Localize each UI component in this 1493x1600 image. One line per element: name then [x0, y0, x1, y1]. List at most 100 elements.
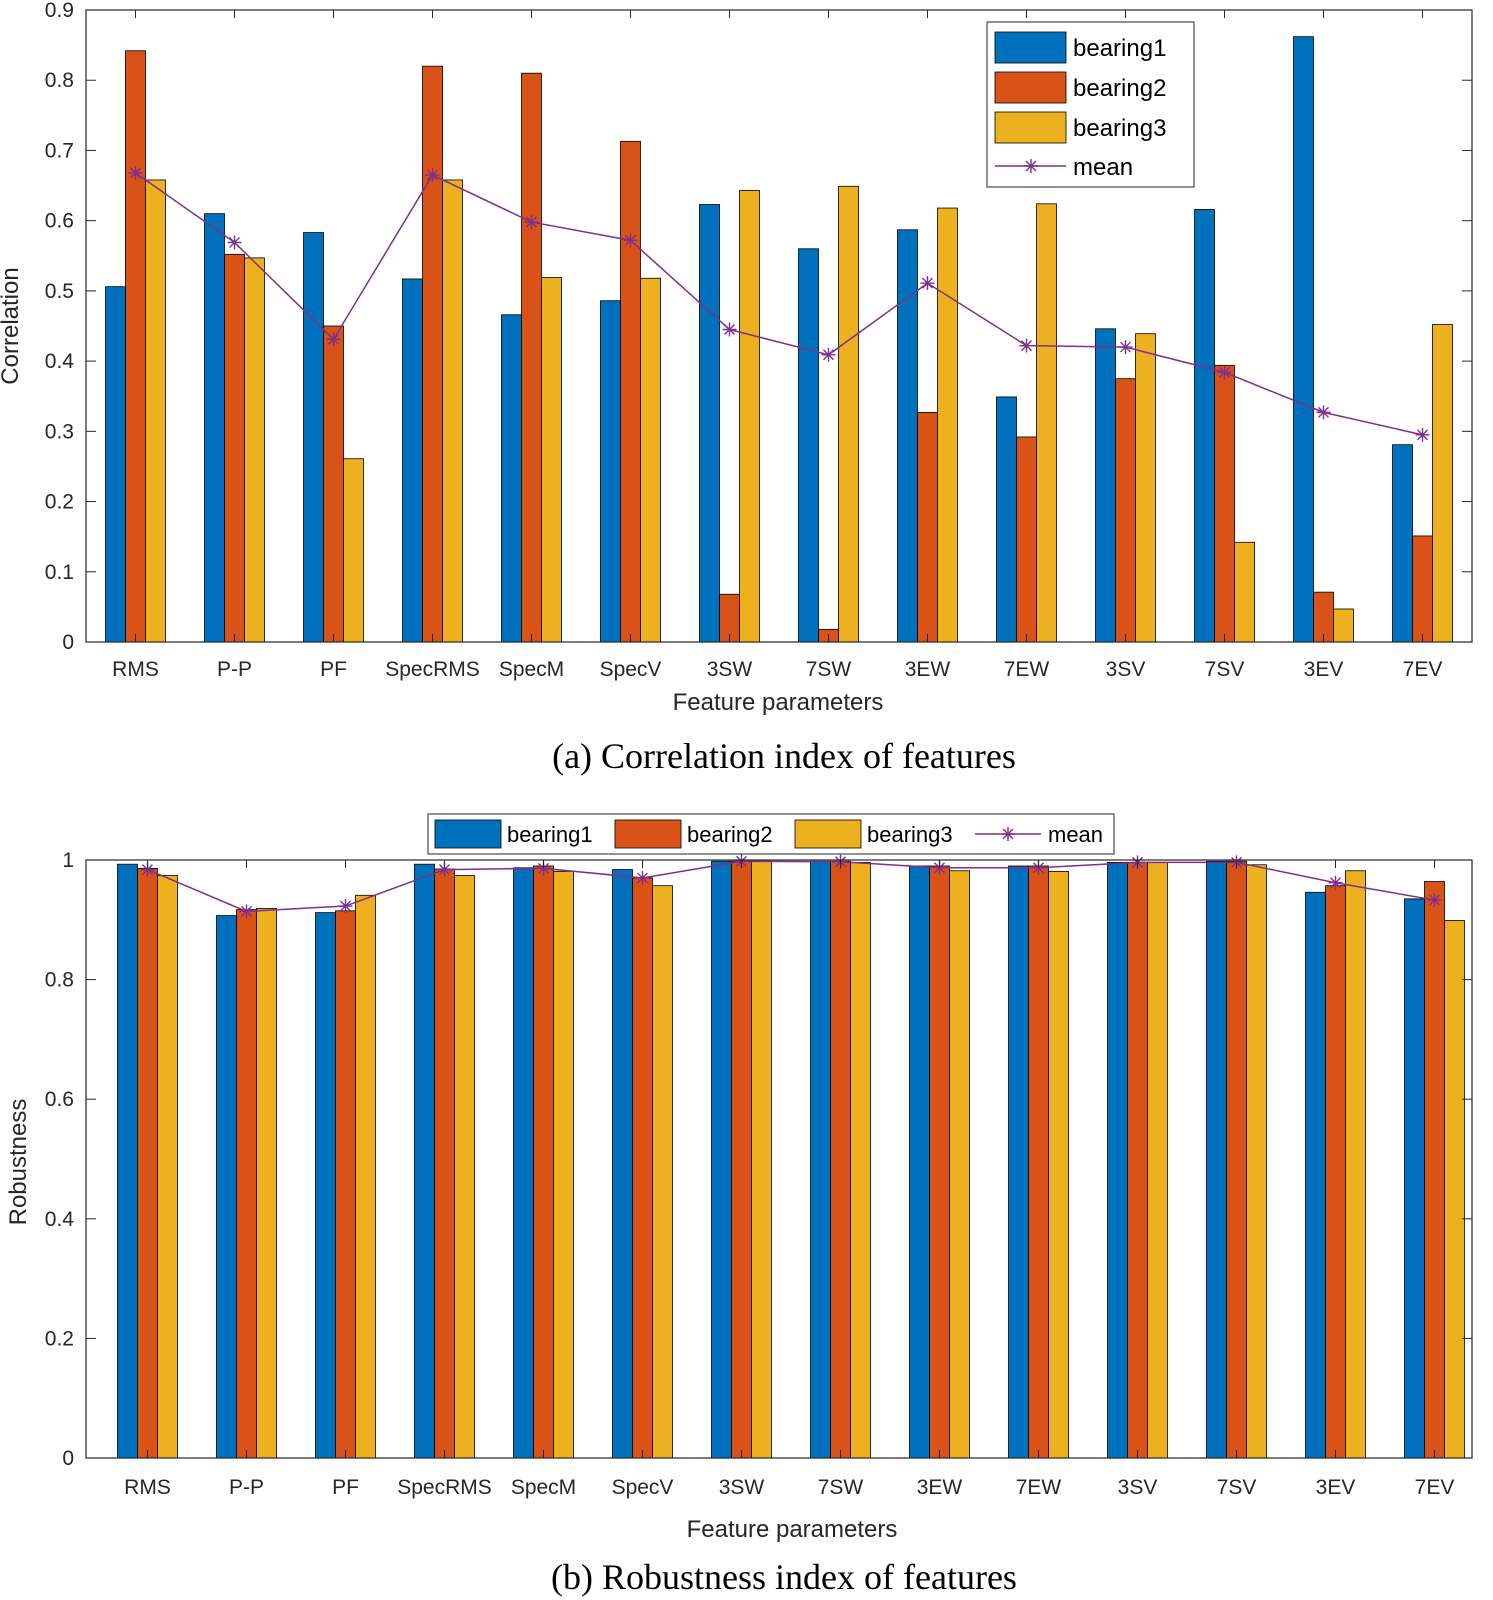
- y-tick-label: 0.6: [45, 1088, 74, 1111]
- bar-bearing2-3EW: [917, 411, 938, 643]
- x-tick-label: SpecRMS: [385, 658, 480, 681]
- bar-bearing2-PF: [323, 325, 344, 643]
- x-tick-label: 3SW: [719, 1476, 765, 1499]
- plot-area: [86, 10, 1472, 642]
- x-tick-label: 7SV: [1217, 1476, 1257, 1499]
- bar-bearing3-P-P: [256, 908, 277, 1459]
- legend-label-bearing2: bearing2: [1073, 75, 1166, 102]
- bar-bearing1-PF: [303, 232, 324, 643]
- bar-bearing1-3SV: [1107, 861, 1128, 1459]
- mean-line: [135, 172, 1423, 436]
- legend-label-mean: mean: [1073, 154, 1133, 181]
- legend-label-bearing1: bearing1: [1073, 35, 1166, 62]
- axes-box: [85, 859, 1473, 1459]
- bar-bearing3-7SW: [838, 185, 859, 643]
- x-tick-label: 7SV: [1205, 658, 1245, 681]
- bar-bearing2-3SV: [1115, 378, 1136, 643]
- axes-box: [85, 9, 1473, 643]
- x-tick-label: SpecM: [511, 1476, 576, 1499]
- x-tick-label: 7EW: [1004, 658, 1050, 681]
- legend-label-bearing3: bearing3: [867, 822, 953, 847]
- bar-bearing3-7EV: [1432, 324, 1453, 643]
- y-axis: 0 0.2 0.4 0.6 0.8 1: [45, 849, 1472, 1470]
- x-tick-label: 3EV: [1304, 658, 1344, 681]
- bar-bearing3-PF: [355, 894, 376, 1459]
- caption-a: (a) Correlation index of features: [552, 736, 1016, 776]
- bar-bearing3-SpecV: [640, 277, 661, 643]
- y-tick-label: 0: [62, 1447, 74, 1470]
- legend-swatch-bearing3: [794, 819, 862, 849]
- bar-bearing3-3EW: [949, 870, 970, 1459]
- legend-label-bearing1: bearing1: [507, 822, 593, 847]
- x-tick-label: SpecV: [612, 1476, 674, 1499]
- mean-marker-SpecM: [524, 215, 539, 230]
- y-axis-title: Robustness: [5, 1099, 32, 1226]
- mean-marker-3SV: [1118, 340, 1133, 355]
- mean-marker-SpecV: [623, 233, 638, 248]
- bar-bearing1-7SW: [810, 860, 831, 1459]
- x-tick-label: SpecV: [600, 658, 662, 681]
- bar-bearing3-P-P: [244, 257, 265, 643]
- bar-bearing2-SpecM: [521, 72, 542, 643]
- bar-group: [105, 36, 1453, 643]
- bar-bearing3-3EV: [1333, 608, 1354, 643]
- legend-swatch-bearing2: [994, 71, 1067, 104]
- bar-bearing1-7SV: [1206, 860, 1227, 1459]
- x-tick-label: 3EW: [917, 1476, 963, 1499]
- bar-bearing3-SpecRMS: [454, 875, 475, 1459]
- mean-marker-SpecM: [536, 861, 551, 876]
- mean-marker-7EW: [1019, 338, 1034, 353]
- mean-marker-7SV: [1217, 365, 1232, 380]
- bar-bearing2-3EW: [929, 865, 950, 1459]
- legend-swatch-bearing1: [994, 31, 1067, 64]
- bar-bearing2-3EV: [1325, 885, 1346, 1459]
- mean-marker-RMS: [128, 165, 143, 180]
- bar-bearing3-RMS: [157, 875, 178, 1459]
- x-tick-label: 7SW: [806, 658, 852, 681]
- y-tick-label: 0.1: [45, 561, 74, 584]
- bar-bearing3-RMS: [145, 179, 166, 643]
- x-axis-title: Feature parameters: [687, 1516, 898, 1543]
- bar-bearing1-7EW: [1008, 865, 1029, 1459]
- x-axis-title: Feature parameters: [673, 689, 884, 716]
- y-axis-title: Correlation: [0, 267, 24, 384]
- bar-bearing2-SpecRMS: [422, 65, 443, 643]
- bar-bearing2-7SV: [1226, 860, 1247, 1459]
- bar-bearing2-SpecV: [632, 877, 653, 1459]
- x-tick-label: SpecM: [499, 658, 564, 681]
- bar-bearing2-SpecM: [533, 865, 554, 1459]
- bar-group: [117, 860, 1465, 1459]
- y-tick-label: 0.2: [45, 491, 74, 514]
- bar-bearing3-SpecM: [553, 870, 574, 1459]
- x-tick-label: 3EW: [905, 658, 951, 681]
- bar-bearing1-3SV: [1095, 328, 1116, 643]
- bar-bearing3-PF: [343, 458, 364, 643]
- legend-label-bearing2: bearing2: [687, 822, 773, 847]
- mean-marker-7EV: [1415, 427, 1430, 442]
- bar-bearing2-7SV: [1214, 364, 1235, 643]
- bar-bearing2-7EW: [1028, 865, 1049, 1459]
- y-tick-label: 0.4: [45, 1208, 75, 1231]
- bar-bearing1-PF: [315, 912, 336, 1459]
- bar-bearing1-SpecM: [513, 867, 534, 1459]
- bar-bearing3-3EV: [1345, 870, 1366, 1459]
- x-tick-label: PF: [320, 658, 347, 681]
- bar-bearing1-RMS: [117, 863, 138, 1459]
- bar-bearing2-PF: [335, 910, 356, 1459]
- x-tick-label: 3SW: [707, 658, 753, 681]
- mean-marker-PF: [326, 332, 341, 347]
- bar-bearing2-RMS: [125, 50, 146, 643]
- bar-bearing3-7EW: [1048, 870, 1069, 1459]
- bar-bearing2-3SW: [731, 860, 752, 1459]
- bar-bearing2-RMS: [137, 867, 158, 1459]
- x-tick-label: 7SW: [818, 1476, 864, 1499]
- robustness-chart: 0 0.2 0.4 0.6 0.8 1 RMS P-P PF SpecRMS SpecM SpecV…: [5, 813, 1473, 1597]
- mean-line: [147, 860, 1435, 913]
- bar-bearing1-RMS: [105, 286, 126, 643]
- bar-bearing1-7SV: [1194, 209, 1215, 643]
- legend-marker-mean: [1001, 827, 1015, 841]
- mean-marker-SpecRMS: [437, 862, 452, 877]
- bar-bearing1-7EW: [996, 396, 1017, 643]
- bar-bearing3-3SV: [1135, 333, 1156, 643]
- legend-label-mean: mean: [1048, 822, 1103, 847]
